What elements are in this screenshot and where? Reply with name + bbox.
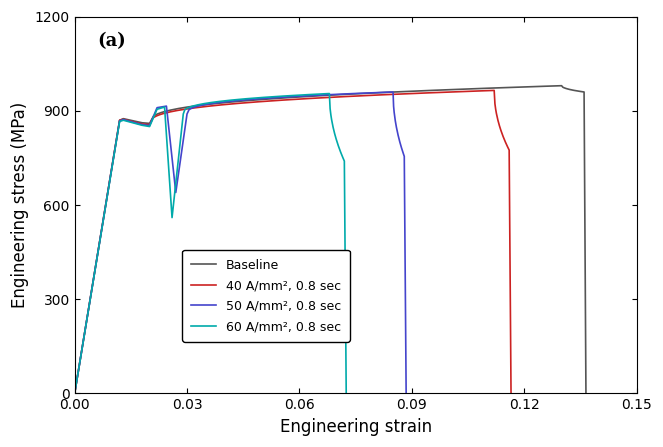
60 A/mm², 0.8 sec — [97, 228, 105, 233]
Legend: Baseline, 40 A/mm², 0.8 sec, 50 A/mm², 0.8 sec, 60 A/mm², 0.8 sec: Baseline, 40 A/mm², 0.8 sec, 50 A/mm², 0… — [182, 250, 350, 342]
Line: Baseline: Baseline — [75, 86, 586, 393]
Baseline — [71, 391, 79, 396]
40 A/mm², 0.8 sec — [507, 391, 515, 396]
40 A/mm², 0.8 sec — [500, 136, 508, 141]
Baseline — [582, 391, 590, 396]
60 A/mm², 0.8 sec — [203, 101, 211, 106]
Baseline — [75, 363, 83, 369]
60 A/mm², 0.8 sec — [326, 91, 333, 96]
Y-axis label: Engineering stress (MPa): Engineering stress (MPa) — [11, 102, 29, 308]
60 A/mm², 0.8 sec — [229, 97, 237, 103]
50 A/mm², 0.8 sec — [389, 89, 397, 95]
Baseline — [401, 89, 409, 94]
40 A/mm², 0.8 sec — [71, 391, 79, 396]
40 A/mm², 0.8 sec — [490, 88, 498, 93]
Baseline — [580, 89, 588, 95]
50 A/mm², 0.8 sec — [253, 96, 261, 101]
Line: 50 A/mm², 0.8 sec: 50 A/mm², 0.8 sec — [75, 92, 406, 393]
X-axis label: Engineering strain: Engineering strain — [280, 418, 432, 436]
50 A/mm², 0.8 sec — [392, 122, 400, 127]
Text: (a): (a) — [97, 32, 126, 50]
60 A/mm², 0.8 sec — [329, 125, 337, 130]
Line: 40 A/mm², 0.8 sec: 40 A/mm², 0.8 sec — [75, 90, 511, 393]
Line: 60 A/mm², 0.8 sec: 60 A/mm², 0.8 sec — [75, 93, 346, 393]
50 A/mm², 0.8 sec — [97, 227, 105, 232]
60 A/mm², 0.8 sec — [71, 391, 79, 396]
50 A/mm², 0.8 sec — [255, 96, 263, 101]
40 A/mm², 0.8 sec — [505, 148, 513, 153]
Baseline — [558, 83, 566, 89]
Baseline — [572, 88, 580, 93]
40 A/mm², 0.8 sec — [377, 92, 385, 97]
Baseline — [422, 88, 430, 93]
40 A/mm², 0.8 sec — [359, 93, 367, 98]
40 A/mm², 0.8 sec — [75, 363, 83, 369]
40 A/mm², 0.8 sec — [156, 112, 164, 117]
50 A/mm², 0.8 sec — [216, 100, 224, 105]
60 A/mm², 0.8 sec — [231, 97, 239, 102]
50 A/mm², 0.8 sec — [402, 391, 410, 396]
50 A/mm², 0.8 sec — [71, 391, 79, 396]
Baseline — [158, 110, 166, 115]
60 A/mm², 0.8 sec — [241, 96, 249, 101]
50 A/mm², 0.8 sec — [270, 95, 278, 101]
60 A/mm², 0.8 sec — [342, 391, 350, 396]
